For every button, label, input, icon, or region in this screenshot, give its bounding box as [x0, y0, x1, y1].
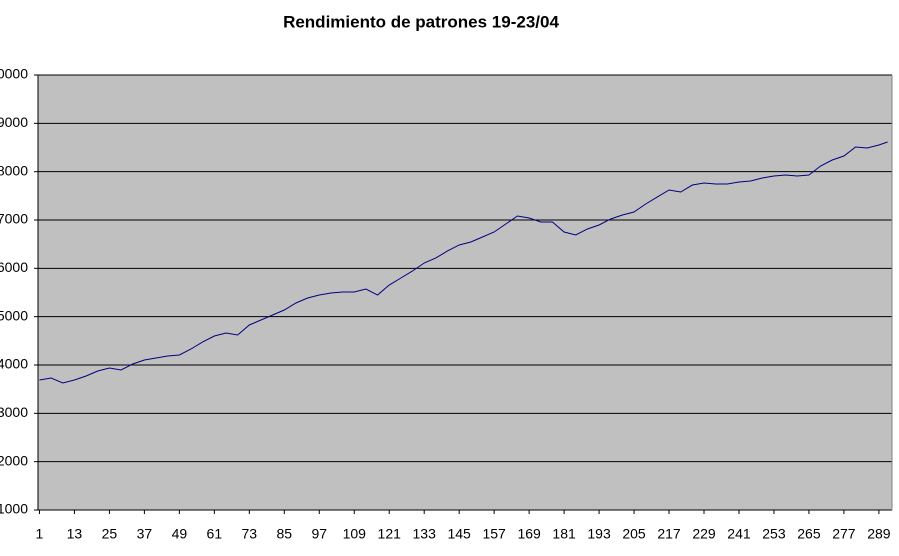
- y-tick-label: 5000: [0, 307, 28, 323]
- x-tick-label: 109: [343, 526, 367, 542]
- y-tick-label: 10000: [0, 66, 28, 82]
- y-tick-label: 8000: [0, 162, 28, 178]
- x-tick-label: 229: [692, 526, 716, 542]
- x-tick-label: 277: [832, 526, 856, 542]
- x-tick-label: 169: [517, 526, 541, 542]
- x-tick-label: 1: [36, 526, 44, 542]
- x-tick-label: 205: [622, 526, 646, 542]
- y-tick-label: 1000: [0, 501, 28, 517]
- x-tick-label: 25: [102, 526, 118, 542]
- x-tick-label: 157: [482, 526, 506, 542]
- x-tick-label: 145: [447, 526, 471, 542]
- plot-area: [38, 75, 892, 510]
- x-tick-label: 181: [552, 526, 576, 542]
- x-tick-label: 133: [413, 526, 437, 542]
- x-tick-label: 193: [587, 526, 611, 542]
- x-tick-label: 121: [378, 526, 402, 542]
- x-tick-label: 37: [137, 526, 153, 542]
- y-tick-label: 7000: [0, 211, 28, 227]
- data-line: [39, 141, 888, 384]
- x-tick-label: 217: [657, 526, 681, 542]
- x-tick-label: 49: [172, 526, 188, 542]
- x-tick-label: 265: [797, 526, 821, 542]
- x-tick-label: 97: [311, 526, 327, 542]
- x-tick-label: 13: [67, 526, 83, 542]
- x-tick-label: 253: [762, 526, 786, 542]
- x-tick-label: 289: [867, 526, 891, 542]
- chart-title: Rendimiento de patrones 19-23/04: [283, 12, 559, 31]
- x-tick-label: 241: [727, 526, 751, 542]
- y-tick-label: 2000: [0, 452, 28, 468]
- x-tick-label: 73: [242, 526, 258, 542]
- x-tick-label: 85: [277, 526, 293, 542]
- x-tick-label: 61: [207, 526, 223, 542]
- y-tick-label: 9000: [0, 114, 28, 130]
- y-tick-label: 3000: [0, 404, 28, 420]
- y-tick-label: 4000: [0, 356, 28, 372]
- y-tick-label: 6000: [0, 259, 28, 275]
